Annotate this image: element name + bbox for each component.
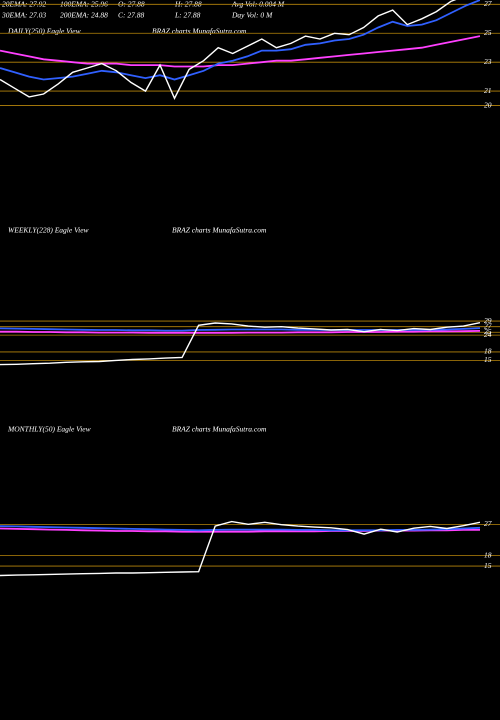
header-stat: 30EMA: 27.03: [1, 11, 46, 20]
plot: [0, 520, 480, 577]
price-line: [0, 0, 457, 100]
panel-title: MONTHLY(50) Eagle View: [7, 425, 91, 434]
y-tick-label: 21: [484, 86, 492, 95]
price-line: [0, 525, 480, 532]
header-stat: L: 27.88: [174, 11, 201, 20]
header-stat: Day Vol: 0 M: [231, 11, 273, 20]
header-stat: C: 27.88: [118, 11, 145, 20]
y-tick-label: 27: [484, 0, 492, 8]
price-line: [0, 322, 480, 366]
panel-source: BRAZ charts MunafaSutra.com: [152, 27, 247, 36]
plot: [0, 0, 480, 100]
y-tick-label: 25: [484, 327, 492, 336]
y-tick-label: 29: [484, 316, 492, 325]
y-tick-label: 24: [484, 330, 492, 339]
panel-title: DAILY(250) Eagle View: [7, 27, 81, 36]
panel-source: BRAZ charts MunafaSutra.com: [172, 425, 267, 434]
panel-title: WEEKLY(228) Eagle View: [8, 226, 89, 235]
y-tick-label: 23: [484, 57, 492, 66]
price-line: [0, 330, 480, 334]
y-tick-label: 20: [484, 100, 492, 109]
y-tick-label: 27: [484, 519, 492, 528]
y-tick-label: 15: [484, 355, 492, 364]
header-stat: 200EMA: 24.88: [60, 11, 108, 20]
price-line: [0, 35, 480, 68]
plot: [0, 322, 480, 366]
y-tick-label: 15: [484, 561, 492, 570]
y-tick-label: 18: [484, 550, 492, 559]
panel-source: BRAZ charts MunafaSutra.com: [172, 226, 267, 235]
price-line: [0, 0, 480, 81]
y-tick-label: 25: [484, 28, 492, 37]
y-tick-label: 27: [484, 321, 492, 330]
y-tick-label: 18: [484, 347, 492, 356]
price-line: [0, 520, 480, 577]
